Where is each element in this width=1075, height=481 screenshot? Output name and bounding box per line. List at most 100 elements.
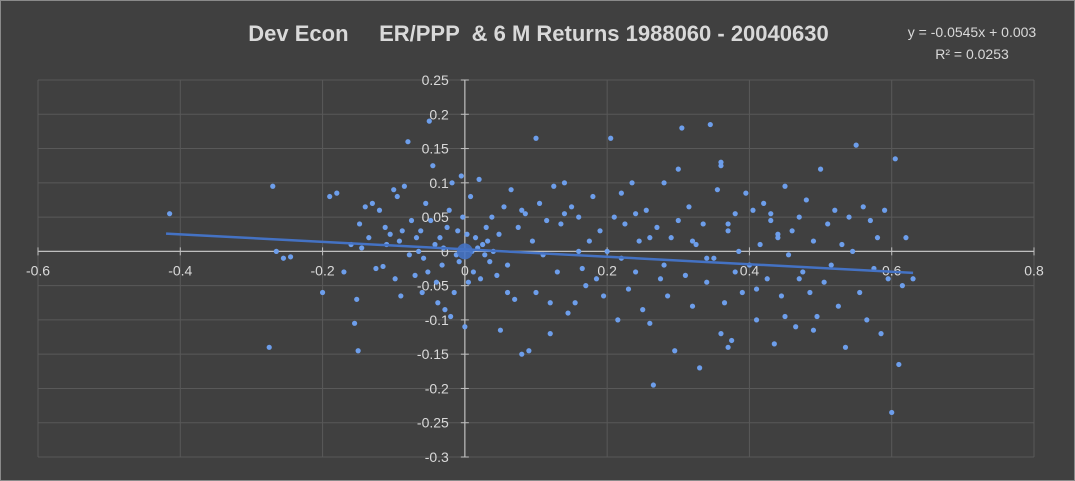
data-point <box>418 228 424 234</box>
data-point <box>661 262 667 268</box>
data-point <box>654 224 660 230</box>
tick-labels: -0.6 -0.4 -0.2 0 0.2 0.4 0.6 0.8 0.25 0.2 0.15 0.1 0… <box>26 72 1044 465</box>
data-point <box>810 238 817 244</box>
data-point <box>725 228 731 234</box>
data-point <box>392 276 398 282</box>
data-point <box>439 262 445 268</box>
data-point <box>739 289 745 296</box>
data-point <box>761 200 767 206</box>
data-point <box>849 248 856 254</box>
data-point <box>519 351 525 357</box>
data-point <box>640 307 646 313</box>
data-point <box>618 190 624 196</box>
data-point <box>657 276 664 282</box>
data-point <box>432 241 438 248</box>
y-tick-label: 0 <box>441 243 449 259</box>
x-tick-label: -0.6 <box>26 262 50 278</box>
data-point <box>437 235 443 241</box>
data-point <box>572 300 578 306</box>
data-point <box>380 263 386 270</box>
data-point <box>401 183 407 189</box>
data-point <box>576 214 582 220</box>
data-point <box>750 207 756 213</box>
data-point <box>846 214 852 220</box>
data-point <box>433 279 439 285</box>
data-point <box>508 187 514 193</box>
x-tick-label: -0.4 <box>168 262 192 278</box>
data-point <box>487 259 493 265</box>
data-point <box>885 276 891 282</box>
data-point <box>419 289 425 296</box>
data-point <box>504 262 511 268</box>
x-tick-label: 0.6 <box>882 262 902 278</box>
y-tick-label: -0.25 <box>417 415 449 431</box>
data-point <box>768 211 774 217</box>
data-point <box>494 272 500 278</box>
data-point <box>547 331 553 337</box>
data-point <box>721 300 728 306</box>
data-point <box>867 217 873 224</box>
data-point <box>472 235 479 241</box>
data-point <box>428 217 434 224</box>
data-point <box>622 221 628 227</box>
y-tick-label: 0.1 <box>429 175 449 191</box>
data-point <box>810 327 817 333</box>
data-point <box>533 135 539 141</box>
data-point <box>853 142 859 148</box>
x-tick-label: 0.8 <box>1024 262 1044 278</box>
data-point <box>718 331 724 337</box>
data-point <box>736 248 742 254</box>
data-point <box>615 317 621 323</box>
data-point <box>405 139 411 145</box>
data-point <box>686 204 692 210</box>
data-point <box>451 289 457 296</box>
data-point <box>803 197 809 203</box>
data-point <box>455 228 461 234</box>
data-point <box>355 348 361 354</box>
data-point <box>700 221 706 227</box>
data-point <box>611 214 617 220</box>
data-point <box>362 204 368 210</box>
data-point <box>399 228 405 234</box>
data-point <box>576 248 582 254</box>
data-point <box>382 224 388 230</box>
data-point <box>697 365 703 371</box>
data-point <box>280 255 287 261</box>
data-point <box>446 207 452 213</box>
data-point <box>718 163 724 169</box>
y-tick-label: -0.1 <box>425 312 449 328</box>
data-point <box>597 228 603 234</box>
data-point <box>800 269 806 275</box>
data-points <box>167 118 916 416</box>
data-point <box>889 409 895 416</box>
trendline <box>165 232 914 275</box>
data-point <box>554 269 560 275</box>
data-point <box>768 217 774 224</box>
data-point <box>406 252 412 258</box>
data-point <box>807 289 813 296</box>
data-point <box>387 231 393 237</box>
data-point <box>366 235 372 241</box>
data-point <box>778 293 785 299</box>
data-point <box>476 176 482 182</box>
data-point <box>448 313 454 320</box>
data-point <box>842 344 849 350</box>
data-point <box>771 341 777 347</box>
data-point <box>356 221 363 227</box>
data-point <box>647 320 653 326</box>
y-tick-label: -0.3 <box>425 449 449 465</box>
data-point <box>835 303 841 309</box>
data-point <box>743 190 749 196</box>
y-tick-label: 0.2 <box>429 106 449 122</box>
data-point <box>704 255 710 261</box>
data-point <box>899 283 905 289</box>
data-point <box>860 204 866 210</box>
data-point <box>430 163 436 169</box>
data-point <box>793 324 799 330</box>
data-point <box>896 361 902 368</box>
data-point <box>782 313 788 320</box>
data-point <box>608 135 614 141</box>
data-point <box>828 262 834 268</box>
data-point <box>832 207 838 213</box>
